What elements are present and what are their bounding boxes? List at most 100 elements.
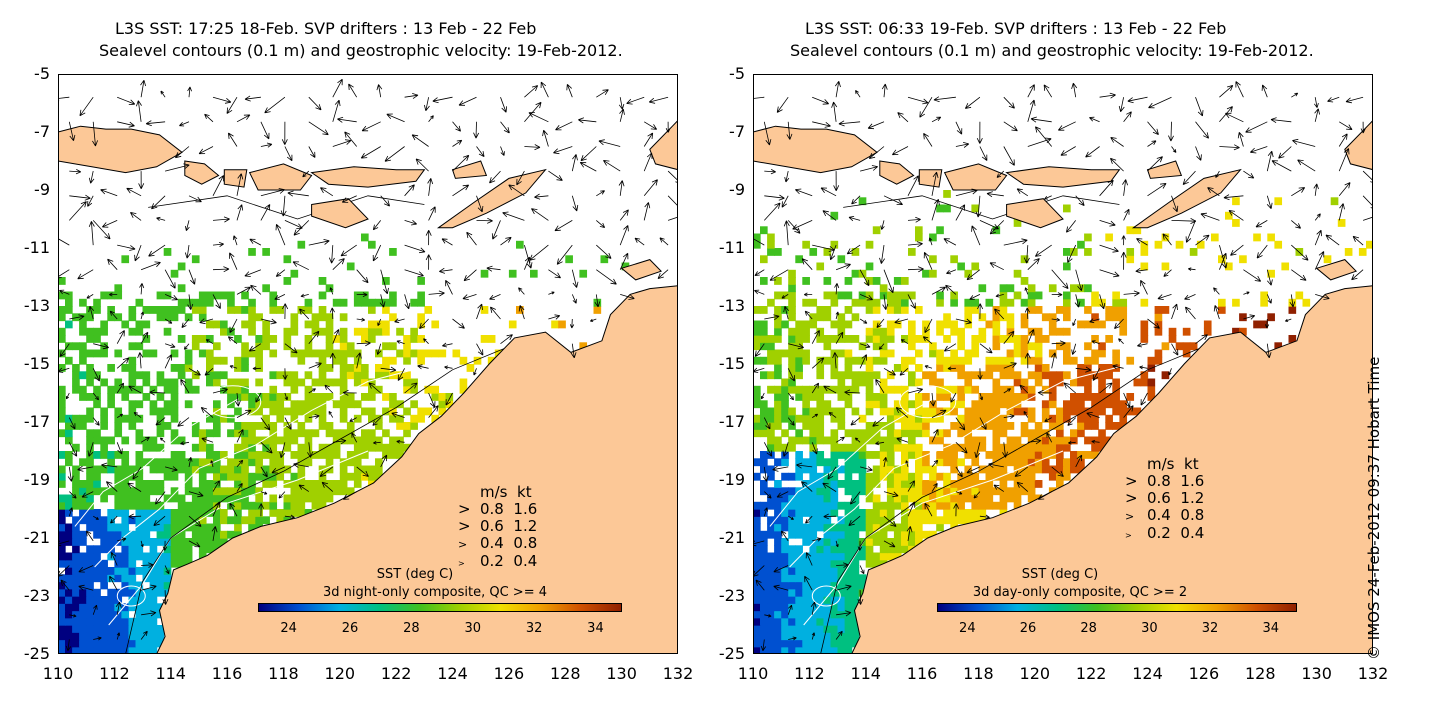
velocity-arrow	[329, 287, 334, 295]
velocity-arrow	[260, 121, 270, 140]
lon-tick-label: 124	[437, 664, 468, 683]
velocity-arrow	[212, 242, 224, 247]
velocity-arrow	[212, 96, 232, 104]
velocity-arrow	[1185, 306, 1196, 320]
velocity-arrow	[955, 142, 970, 148]
velocity-arrow	[1245, 121, 1268, 133]
velocity-arrow	[1256, 244, 1268, 259]
velocity-arrow	[308, 388, 316, 394]
velocity-arrow	[126, 187, 142, 197]
velocity-arrow	[643, 121, 658, 130]
velocity-arrow	[1265, 343, 1272, 359]
velocity-arrow	[596, 89, 609, 98]
velocity-arrow	[1362, 170, 1373, 183]
velocity-arrow	[1195, 146, 1202, 161]
velocity-arrow	[332, 329, 340, 344]
velocity-arrow	[149, 389, 166, 396]
velocity-arrow	[299, 308, 310, 320]
panel-day: L3S SST: 06:33 19-Feb. SVP drifters : 13…	[695, 0, 1415, 720]
velocity-arrow	[772, 465, 789, 472]
sst-map[interactable]	[753, 74, 1373, 654]
velocity-arrow	[857, 590, 864, 605]
velocity-arrow	[177, 417, 190, 427]
velocity-arrow	[1003, 96, 1015, 109]
sst-colorbar	[258, 603, 622, 612]
velocity-arrow	[989, 262, 1004, 271]
velocity-arrow	[107, 258, 118, 270]
velocity-arrow	[58, 238, 70, 246]
velocity-arrow	[931, 286, 946, 295]
velocity-arrow	[1291, 220, 1301, 229]
velocity-arrow	[212, 294, 221, 309]
sst-field	[753, 190, 1373, 654]
velocity-arrow	[404, 93, 419, 99]
lon-tick-label: 118	[963, 664, 994, 683]
velocity-arrow	[823, 513, 837, 520]
velocity-arrow	[907, 294, 916, 309]
velocity-legend-row: >0.4 0.8	[458, 534, 538, 552]
geostrophic-velocity	[58, 78, 678, 652]
velocity-arrow	[1315, 294, 1330, 300]
velocity-arrow	[1016, 481, 1029, 492]
velocity-arrow	[204, 113, 214, 123]
velocity-arrow	[356, 269, 369, 284]
velocity-arrow	[1195, 97, 1204, 117]
velocity-arrow	[882, 457, 888, 467]
velocity-arrow	[110, 552, 118, 566]
velocity-arrow	[529, 244, 549, 261]
lat-tick-label: -5	[729, 64, 745, 83]
velocity-arrow	[308, 96, 322, 111]
velocity-arrow	[360, 146, 381, 159]
velocity-arrow	[626, 96, 645, 105]
velocity-arrow	[100, 188, 118, 197]
island	[1146, 160, 1183, 179]
panel-title-line2: Sealevel contours (0.1 m) and geostrophi…	[790, 41, 1314, 60]
velocity-arrow	[1184, 294, 1196, 300]
velocity-arrow	[835, 263, 851, 271]
velocity-arrow	[212, 216, 230, 223]
velocity-arrow	[145, 120, 166, 127]
velocity-arrow	[1120, 251, 1127, 270]
lat-tick-label: -25	[718, 644, 745, 663]
sst-map[interactable]	[58, 74, 678, 654]
colorbar-tick-label: 34	[1262, 621, 1279, 636]
velocity-arrow	[490, 306, 501, 320]
velocity-arrow	[140, 540, 144, 548]
lon-tick-label: 132	[1357, 664, 1389, 683]
velocity-arrow	[801, 481, 813, 492]
velocity-arrow	[1046, 432, 1053, 443]
velocity-arrow	[781, 530, 789, 542]
velocity-arrow	[827, 466, 837, 480]
lon-tick-label: 128	[1244, 664, 1276, 683]
lat-tick-label: -9	[34, 180, 50, 199]
velocity-arrow	[1338, 182, 1351, 197]
velocity-legend-row: >0.4 0.8	[1125, 506, 1205, 524]
velocity-arrow	[548, 170, 563, 181]
velocity-arrow	[236, 114, 251, 123]
velocity-arrow	[81, 491, 94, 498]
depth-contours	[125, 195, 510, 654]
sst-colorbar	[937, 603, 1297, 612]
velocity-arrow	[996, 170, 1005, 178]
velocity-legend-header: m/s kt	[1147, 455, 1199, 473]
velocity-arrow	[116, 632, 121, 640]
velocity-arrow	[329, 307, 335, 320]
velocity-arrow	[1027, 84, 1035, 98]
velocity-arrow	[792, 220, 813, 230]
lat-tick-label: -21	[718, 528, 745, 547]
velocity-arrow	[394, 318, 405, 324]
velocity-arrow	[788, 636, 797, 641]
velocity-arrow	[1002, 442, 1008, 458]
velocity-arrow	[278, 491, 286, 499]
velocity-arrow	[140, 630, 148, 640]
velocity-arrow	[1099, 92, 1116, 99]
velocity-arrow	[524, 144, 541, 151]
lat-tick-label: -23	[23, 586, 50, 605]
velocity-arrow	[974, 442, 981, 459]
velocity-arrow	[226, 96, 238, 114]
velocity-arrow	[787, 604, 793, 615]
velocity-arrow	[1099, 220, 1116, 227]
velocity-arrow	[376, 84, 383, 98]
island	[879, 160, 915, 185]
velocity-arrow	[945, 284, 957, 295]
